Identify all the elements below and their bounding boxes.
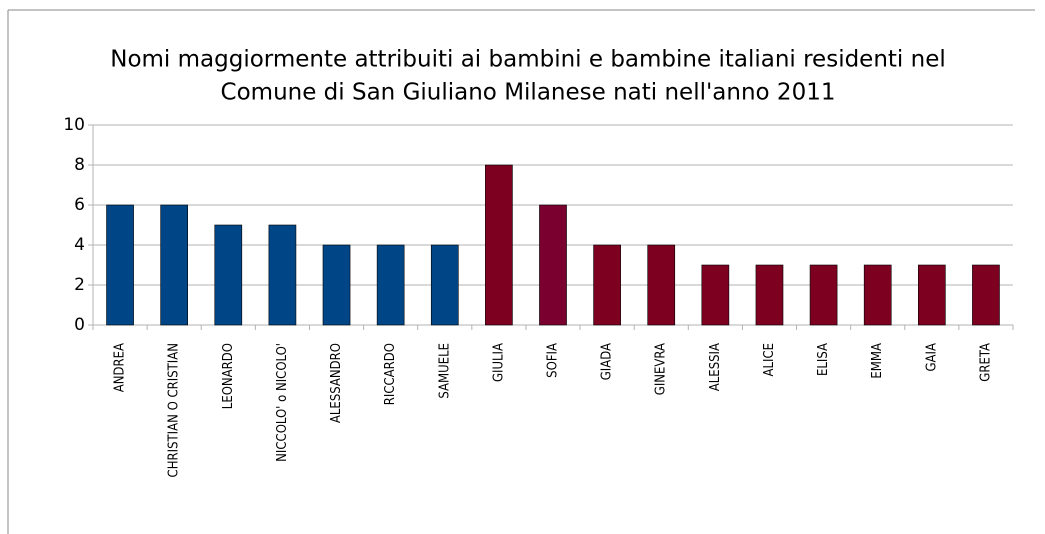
x-tick-label: GRETA <box>978 343 993 382</box>
x-tick-label: GIULIA <box>491 343 506 382</box>
y-tick-label: 4 <box>74 235 85 255</box>
x-tick-label: ALICE <box>762 343 777 377</box>
y-tick-label: 0 <box>74 315 85 335</box>
x-tick-label: GIADA <box>600 343 615 380</box>
bar <box>539 204 567 326</box>
bar <box>755 264 784 326</box>
x-tick-label: LEONARDO <box>221 343 236 409</box>
x-tick-label: ANDREA <box>113 343 128 392</box>
x-tick-label: GAIA <box>924 343 939 372</box>
bar <box>376 244 405 326</box>
y-tick-label: 6 <box>74 195 85 215</box>
x-tick-label: RICCARDO <box>383 343 398 405</box>
x-tick-label: GINEVRA <box>654 343 669 395</box>
x-tick-label: ALESSIA <box>708 343 723 391</box>
bar <box>972 264 1000 326</box>
x-tick-label: EMMA <box>870 343 885 379</box>
x-tick-label: CHRISTIAN O CRISTIAN <box>167 343 182 477</box>
x-tick-label: NICCOLO' o NICOLO' <box>275 343 290 462</box>
bar <box>647 244 676 326</box>
bar <box>917 264 946 326</box>
bar <box>593 244 621 326</box>
bar <box>809 264 838 326</box>
x-tick-label: SOFIA <box>546 343 561 378</box>
bar <box>160 204 189 326</box>
x-tick-label: ELISA <box>816 343 831 376</box>
y-tick-label: 8 <box>74 155 85 175</box>
bar <box>430 244 459 326</box>
bar <box>863 264 892 326</box>
y-tick-label: 10 <box>63 115 85 135</box>
bar <box>485 164 513 326</box>
bar <box>106 204 134 326</box>
bar <box>701 264 730 326</box>
chart-title: Nomi maggiormente attribuiti ai bambini … <box>110 47 946 73</box>
y-tick-label: 2 <box>74 275 85 295</box>
bar <box>322 244 351 326</box>
x-tick-label: SAMUELE <box>437 343 452 399</box>
bar <box>214 224 243 326</box>
x-tick-label: ALESSANDRO <box>329 343 344 423</box>
bar <box>268 224 297 326</box>
chart-title: Comune di San Giuliano Milanese nati nel… <box>221 80 836 106</box>
